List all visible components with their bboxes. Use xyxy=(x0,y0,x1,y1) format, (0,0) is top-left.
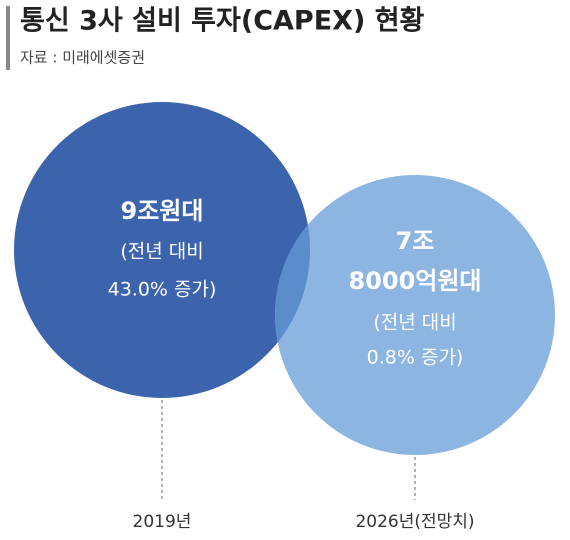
bubble-note: 0.8% 증가) xyxy=(367,347,464,369)
bubble-note: (전년 대비 xyxy=(120,241,203,263)
year-label: 2019년 xyxy=(133,512,192,532)
year-label: 2026년(전망치) xyxy=(355,512,474,532)
bubble-value: 8000억원대 xyxy=(348,267,481,295)
source: 자료 : 미래에셋증권 xyxy=(20,49,145,67)
bubble-2019 xyxy=(14,102,310,398)
bubble-value: 7조 xyxy=(396,227,435,255)
bubble-note: (전년 대비 xyxy=(373,312,456,334)
bubble-2026 xyxy=(275,175,555,455)
bubble-note: 43.0% 증가) xyxy=(108,279,217,301)
bubble-value: 9조원대 xyxy=(121,197,204,225)
title: 통신 3사 설비 투자(CAPEX) 현황 xyxy=(20,6,425,37)
title-bar xyxy=(6,6,10,70)
